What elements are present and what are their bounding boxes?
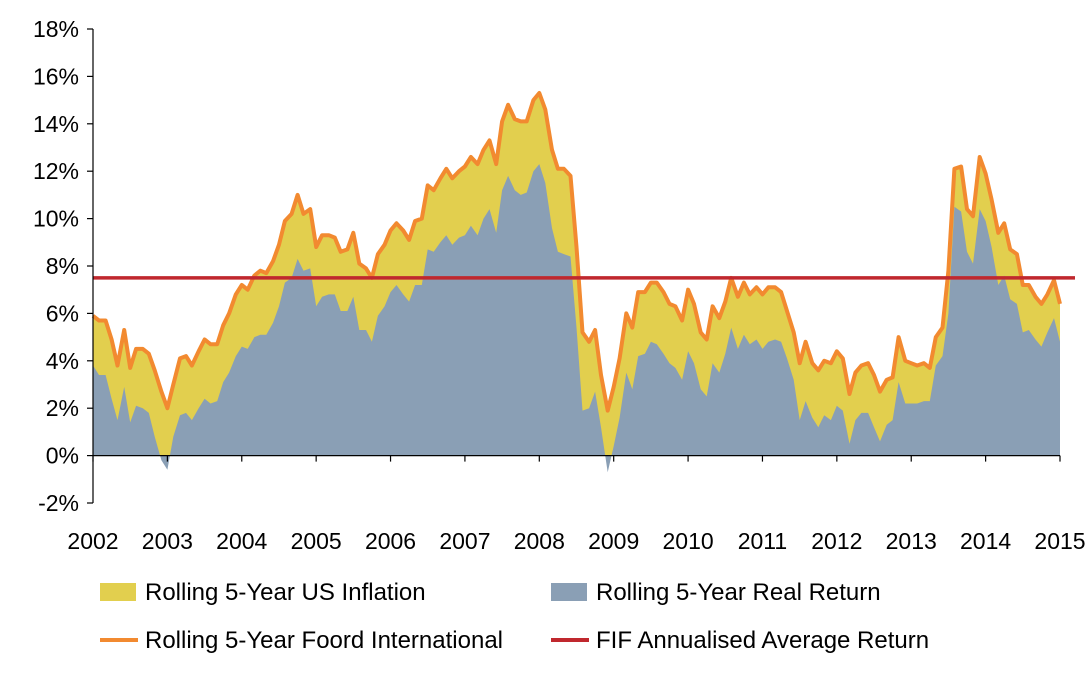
y-tick-label: 14%: [33, 111, 79, 137]
x-tick-label: 2003: [142, 528, 193, 554]
x-tick-label: 2004: [216, 528, 267, 554]
x-tick-label: 2009: [588, 528, 639, 554]
axes: -2% 0% 2% 4% 6% 8% 10% 12% 14% 16% 18% 2002 2003 2004…: [33, 16, 1086, 554]
y-tick-label: 2%: [46, 395, 79, 421]
plot-area: [91, 91, 1075, 473]
x-tick-label: 2008: [514, 528, 565, 554]
y-tick-label: 8%: [46, 253, 79, 279]
y-tick-label: 16%: [33, 63, 79, 89]
legend-label-fif: FIF Annualised Average Return: [596, 627, 929, 654]
x-tick-label: 2014: [960, 528, 1011, 554]
y-tick-label: 6%: [46, 300, 79, 326]
foord-line: [91, 91, 1062, 413]
y-tick-label: -2%: [38, 490, 79, 516]
x-tick-label: 2013: [886, 528, 937, 554]
x-tick-label: 2010: [662, 528, 713, 554]
x-tick-label: 2012: [811, 528, 862, 554]
legend: Rolling 5-Year US Inflation Rolling 5-Ye…: [100, 579, 929, 654]
x-tick-label: 2011: [738, 528, 787, 554]
y-tick-label: 0%: [46, 443, 79, 469]
x-tick-label: 2006: [365, 528, 416, 554]
y-tick-label: 12%: [33, 158, 79, 184]
x-tick-label: 2002: [67, 528, 118, 554]
legend-label-foord: Rolling 5-Year Foord International: [145, 627, 503, 654]
legend-label-real: Rolling 5-Year Real Return: [596, 579, 881, 606]
y-tick-label: 18%: [33, 16, 79, 42]
x-tick-label: 2007: [439, 528, 490, 554]
real-return-area: [93, 164, 1060, 473]
legend-swatch-inflation: [100, 583, 136, 601]
x-tick-label: 2015: [1034, 528, 1085, 554]
y-tick-label: 4%: [46, 348, 79, 374]
y-tick-label: 10%: [33, 206, 79, 232]
x-tick-label: 2005: [291, 528, 342, 554]
legend-swatch-real: [551, 583, 587, 601]
legend-label-inflation: Rolling 5-Year US Inflation: [145, 579, 426, 606]
